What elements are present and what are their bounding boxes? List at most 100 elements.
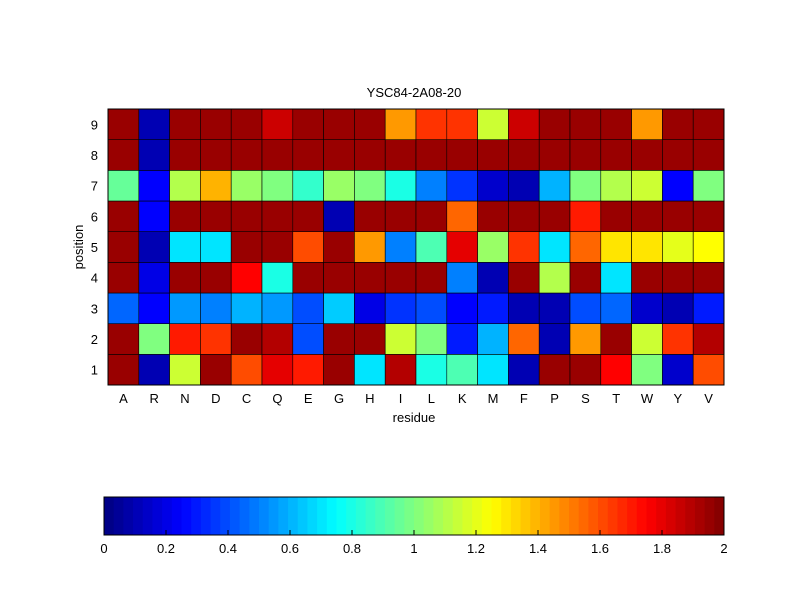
colorbar-band (181, 497, 192, 535)
colorbar-band (375, 497, 386, 535)
heatmap-cell (169, 354, 201, 386)
heatmap-cell (446, 200, 478, 232)
heatmap-cell (692, 108, 725, 140)
x-tick-label: I (399, 391, 403, 406)
heatmap-cell (600, 139, 632, 171)
colorbar-band (636, 497, 647, 535)
heatmap-cell (569, 323, 602, 355)
heatmap-cell (384, 170, 417, 202)
colorbar-band (481, 497, 492, 535)
colorbar-band (423, 497, 434, 535)
colorbar-band (297, 497, 308, 535)
heatmap-cell (230, 231, 263, 263)
heatmap-cell (107, 231, 140, 263)
heatmap-cell (169, 262, 201, 294)
heatmap-cell (384, 139, 417, 171)
heatmap-cell (631, 323, 663, 355)
heatmap-cell (508, 139, 540, 171)
colorbar-band (539, 497, 551, 535)
y-tick-labels: 1 2 3 4 5 6 7 8 9 (91, 117, 98, 377)
heatmap-cell (538, 108, 571, 140)
colorbar-tick-labels: 0 0.2 0.4 0.6 0.8 1 1.2 1.4 1.6 1.8 2 (100, 530, 728, 556)
colorbar-tick-label: 1 (410, 541, 417, 556)
y-tick-label: 1 (91, 363, 98, 378)
colorbar-band (607, 497, 618, 535)
heatmap-cell (692, 262, 725, 294)
heatmap-cell (477, 262, 509, 294)
heatmap-cell (631, 262, 663, 294)
y-tick-label: 5 (91, 240, 98, 255)
heatmap-cell (169, 170, 201, 202)
heatmap-cell (323, 292, 355, 324)
heatmap-cell (538, 292, 571, 324)
colorbar-band (355, 497, 367, 535)
heatmap-cell (600, 108, 632, 140)
heatmap-cell (446, 170, 478, 202)
colorbar-band (656, 497, 667, 535)
x-tick-label: S (581, 391, 590, 406)
heatmap-cell (415, 262, 448, 294)
heatmap-cell (569, 354, 602, 386)
colorbar-band (510, 497, 522, 535)
heatmap-cell (446, 262, 478, 294)
x-tick-label: H (365, 391, 374, 406)
heatmap-frame (107, 108, 725, 386)
heatmap-cell (477, 292, 509, 324)
heatmap-cell (138, 292, 170, 324)
heatmap-cell (477, 354, 509, 386)
heatmap-cell (631, 200, 663, 232)
heatmap-cell (200, 231, 232, 263)
heatmap-cell (692, 354, 725, 386)
heatmap-cell (662, 139, 694, 171)
colorbar-band (191, 497, 202, 535)
colorbar-band (200, 497, 212, 535)
colorbar-tick-label: 2 (720, 541, 727, 556)
colorbar-band (336, 497, 347, 535)
heatmap-cell (261, 231, 294, 263)
x-tick-label: C (242, 391, 251, 406)
heatmap-cell (692, 323, 725, 355)
heatmap-cell (292, 139, 324, 171)
heatmap-cell (569, 108, 602, 140)
heatmap-cell (169, 292, 201, 324)
heatmap-cell (169, 200, 201, 232)
heatmap-cell (384, 262, 417, 294)
heatmap-cell (508, 231, 540, 263)
heatmap-cell (354, 323, 386, 355)
heatmap-cell (477, 108, 509, 140)
heatmap-cell (508, 323, 540, 355)
heatmap-cell (230, 262, 263, 294)
heatmap-cell (662, 170, 694, 202)
colorbar-band (133, 497, 144, 535)
heatmap-cell (323, 139, 355, 171)
colorbar-band (346, 497, 357, 535)
heatmap-cell (415, 170, 448, 202)
heatmap-cell (354, 262, 386, 294)
heatmap-cell (600, 323, 632, 355)
heatmap-cell (631, 108, 663, 140)
heatmap-cell (662, 292, 694, 324)
heatmap-cell (477, 139, 509, 171)
x-tick-label: G (334, 391, 344, 406)
colorbar-band (472, 497, 483, 535)
heatmap-cell (292, 354, 324, 386)
heatmap-cell (354, 170, 386, 202)
heatmap-cell (477, 200, 509, 232)
colorbar-band (326, 497, 337, 535)
heatmap-cell (662, 108, 694, 140)
y-axis-label: position (71, 225, 86, 270)
x-tick-label: R (150, 391, 159, 406)
heatmap-cell (261, 292, 294, 324)
heatmap-cell (662, 262, 694, 294)
x-tick-label: P (550, 391, 559, 406)
heatmap-cell (508, 200, 540, 232)
y-tick-label: 9 (91, 117, 98, 132)
heatmap-cell (200, 200, 232, 232)
heatmap-cell (230, 200, 263, 232)
heatmap-cell (138, 354, 170, 386)
heatmap-cell (538, 231, 571, 263)
heatmap-cell (261, 323, 294, 355)
heatmap-cell (292, 170, 324, 202)
heatmap-cell (107, 170, 140, 202)
